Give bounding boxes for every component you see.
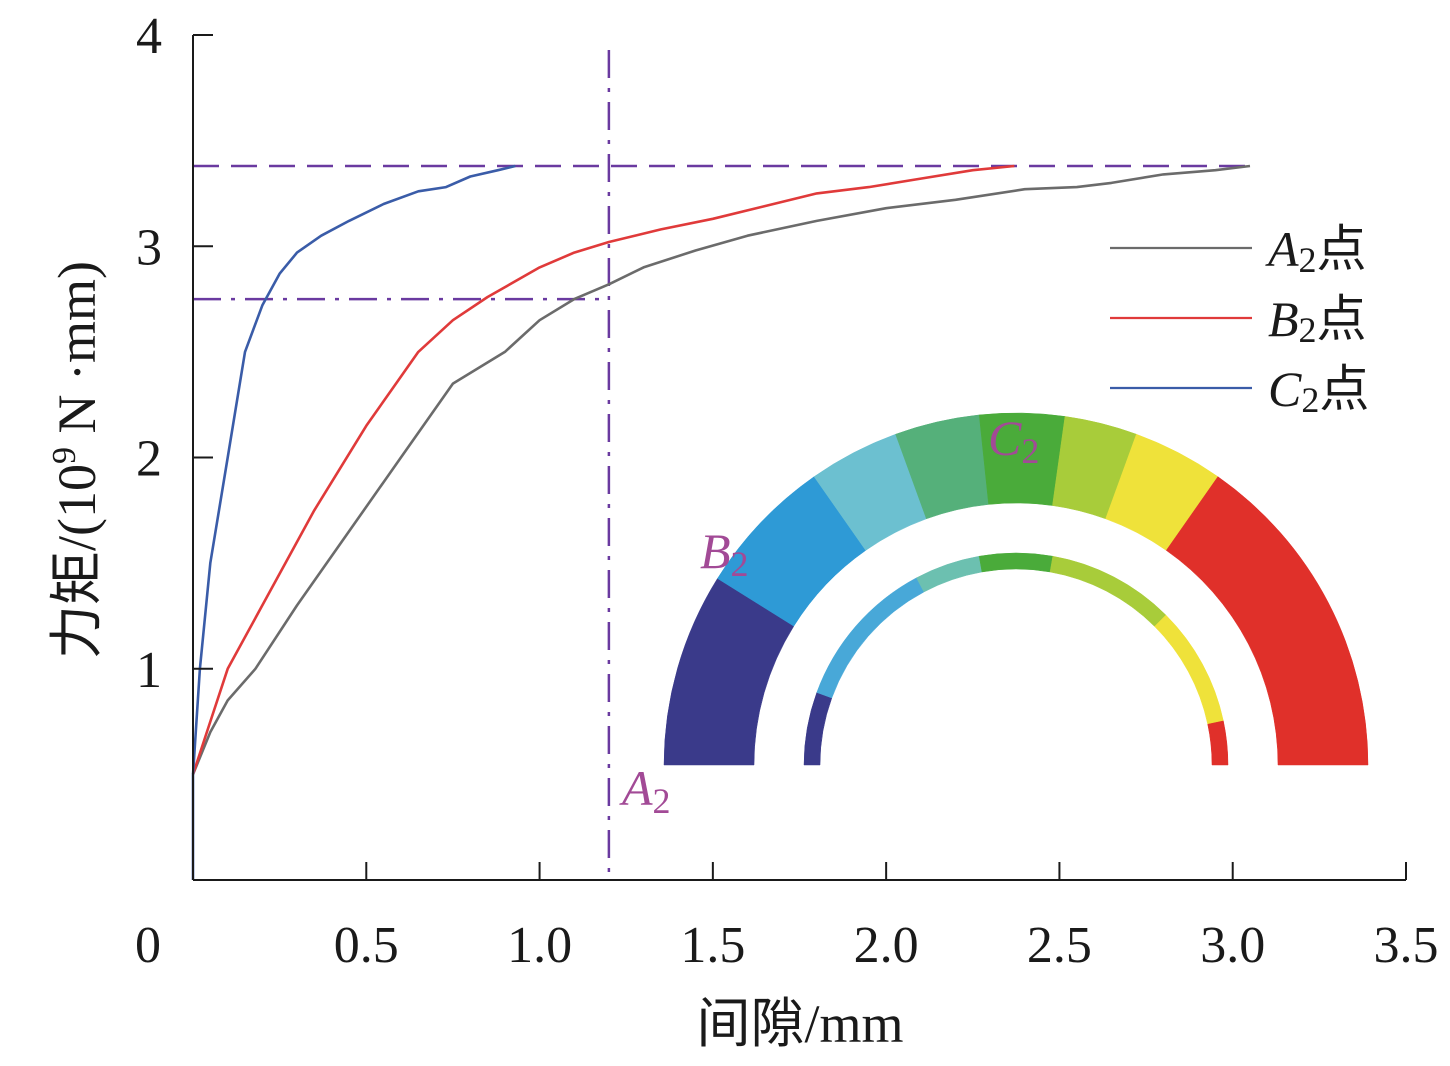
y-tick-label: 2 <box>136 431 162 488</box>
y-axis-title-prefix: 力矩/(10 <box>47 464 107 659</box>
legend-label-main: B <box>1268 291 1299 347</box>
x-ticks: 0 0.5 1.0 1.5 2.0 2.5 3.0 3.5 <box>135 862 1439 974</box>
series-line-b <box>191 164 1015 775</box>
legend-label-sub: 2 <box>1301 380 1319 420</box>
y-axis-title-suffix: N ·mm) <box>47 261 107 447</box>
x-tick-label: 3.0 <box>1200 917 1265 974</box>
x-axis-title: 间隙/mm <box>696 994 903 1054</box>
y-ticks: 1 2 3 4 <box>136 8 213 699</box>
inset-point-label: B2 <box>700 523 749 584</box>
legend-label-sub: 2 <box>1299 240 1317 280</box>
inset-point-label-sub: 2 <box>653 781 671 821</box>
x-tick-label: 2.0 <box>854 917 919 974</box>
inset-ring-segment <box>803 692 833 766</box>
inset-ring-segment <box>978 552 1054 573</box>
inset-point-label-main: B <box>700 523 731 579</box>
series-line-a <box>191 164 1251 775</box>
x-tick-label: 2.5 <box>1027 917 1092 974</box>
legend-label-main: C <box>1268 361 1302 417</box>
legend-label-suffix: 点 <box>1317 221 1367 277</box>
inset-point-label-sub: 2 <box>1021 431 1039 471</box>
legend-label-main: A <box>1265 221 1299 277</box>
series-layer <box>191 164 1251 880</box>
x-tick-label: 0 <box>135 917 161 974</box>
inset-ring-segment <box>916 555 983 593</box>
reference-lines <box>193 50 1251 880</box>
inset-ring-segment <box>1049 555 1167 627</box>
legend-label: A2点 <box>1265 221 1367 280</box>
inset-ring-segment <box>1165 476 1369 766</box>
series-line-c <box>191 164 516 775</box>
y-tick-label: 4 <box>136 8 162 65</box>
x-tick-label: 1.0 <box>507 917 572 974</box>
inset-point-label: C2 <box>988 410 1039 471</box>
y-tick-label: 3 <box>136 219 162 276</box>
y-axis-title-exponent: 9 <box>46 447 83 464</box>
x-tick-label: 0.5 <box>334 917 399 974</box>
legend-label-sub: 2 <box>1299 310 1317 350</box>
legend-label-suffix: 点 <box>1317 291 1367 347</box>
inset-point-label-main: A <box>619 760 653 816</box>
y-axis-title: 力矩/(109 N ·mm) <box>46 261 107 659</box>
x-tick-label: 3.5 <box>1374 917 1439 974</box>
inset-ring-segment <box>816 577 925 699</box>
legend-label: B2点 <box>1268 291 1367 350</box>
inset-point-label-main: C <box>988 410 1022 466</box>
inset-point-label: A2 <box>619 760 671 821</box>
inset-ring-segment <box>1154 614 1224 725</box>
y-tick-label: 1 <box>136 642 162 699</box>
inset-point-label-sub: 2 <box>731 544 749 584</box>
legend-label-suffix: 点 <box>1319 361 1369 417</box>
inset-ring-segment <box>1207 720 1229 766</box>
legend-label: C2点 <box>1268 361 1369 420</box>
x-tick-label: 1.5 <box>680 917 745 974</box>
